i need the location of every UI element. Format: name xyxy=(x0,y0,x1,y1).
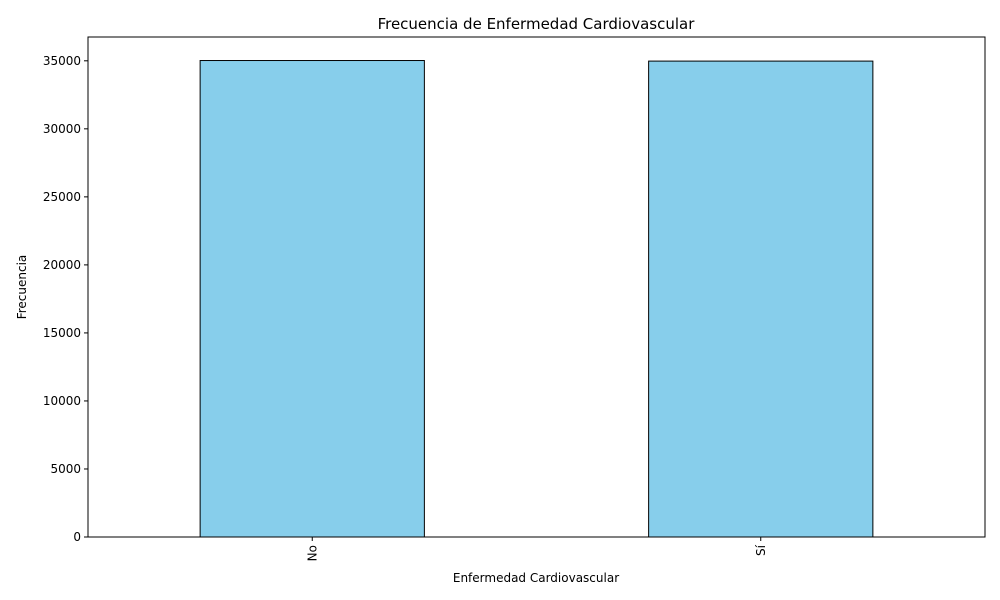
x-tick-label: Sí xyxy=(754,544,768,556)
x-tick-label: No xyxy=(305,545,319,561)
y-tick-label: 30000 xyxy=(43,122,81,136)
plot-frame xyxy=(87,36,986,538)
bar-1 xyxy=(648,60,874,538)
y-tick-label: 20000 xyxy=(43,258,81,272)
y-tick-label: 5000 xyxy=(50,462,81,476)
plot-area: 0 5000 10000 15000 20000 25000 30000 35000 No Sí xyxy=(43,54,874,561)
y-tick-label: 0 xyxy=(73,530,81,544)
y-tick-label: 35000 xyxy=(43,54,81,68)
y-tick-label: 25000 xyxy=(43,190,81,204)
y-tick-label: 10000 xyxy=(43,394,81,408)
y-tick-label: 15000 xyxy=(43,326,81,340)
chart-title: Frecuencia de Enfermedad Cardiovascular xyxy=(378,15,696,33)
bar-0 xyxy=(199,60,425,538)
x-axis-label: Enfermedad Cardiovascular xyxy=(453,571,619,585)
y-axis-label: Frecuencia xyxy=(15,255,29,320)
